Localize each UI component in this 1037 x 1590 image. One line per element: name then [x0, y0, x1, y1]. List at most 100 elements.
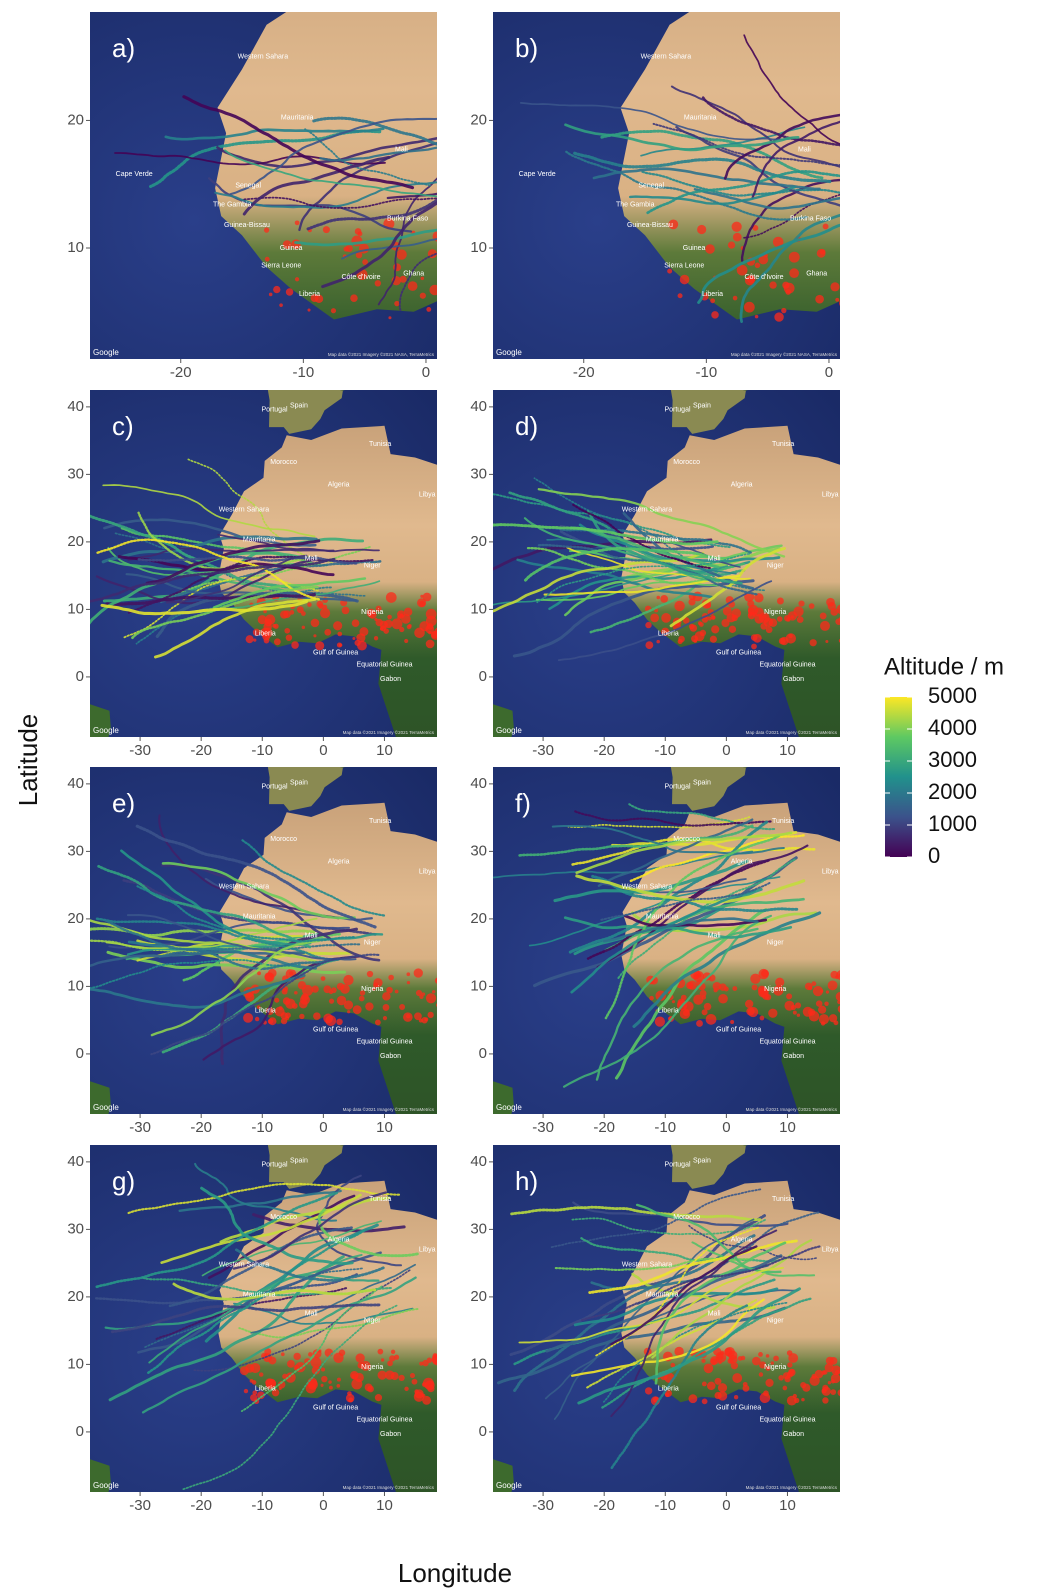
fire [924, 299, 929, 304]
fire [302, 984, 314, 996]
place-label: Algeria [731, 1236, 753, 1243]
place-label: Nigeria [764, 986, 786, 993]
y-tick-label: 40 [67, 398, 84, 415]
fire [721, 618, 730, 628]
place-label: Guinea-Bissau [224, 222, 270, 229]
fire [825, 640, 829, 644]
trajectory [321, 201, 437, 289]
land [742, 1145, 748, 1146]
fire [743, 301, 755, 313]
place-label: Niger [767, 939, 784, 946]
fire [285, 634, 293, 641]
fire [355, 251, 363, 259]
fire [333, 1352, 344, 1363]
trajectory [224, 149, 437, 198]
fire [422, 592, 432, 602]
y-tick-label: 0 [479, 1423, 487, 1440]
place-label: Niger [364, 562, 381, 569]
fire [770, 1361, 774, 1365]
fire [422, 1377, 434, 1389]
colorbar-label: 2000 [928, 779, 977, 804]
fire [256, 1005, 261, 1009]
fire [1002, 301, 1007, 306]
fire [750, 973, 761, 984]
fire [784, 615, 791, 622]
fire [1008, 227, 1014, 233]
place-label: Algeria [328, 481, 350, 488]
y-tick-label: 0 [479, 1045, 487, 1062]
place-label: Nigeria [361, 1364, 383, 1371]
place-label: Sierra Leone [261, 263, 301, 270]
place-label: Morocco [673, 1214, 700, 1221]
fire [759, 1361, 767, 1369]
trajectory [516, 824, 754, 857]
trajectory [493, 523, 719, 546]
trajectory [564, 123, 800, 152]
fire [644, 1387, 653, 1395]
place-label: Gabon [783, 676, 804, 683]
fire [762, 614, 767, 619]
trajectory [398, 252, 437, 313]
trajectory [178, 1189, 342, 1213]
trajectory [640, 170, 840, 197]
fire [310, 294, 319, 302]
fire [294, 990, 298, 995]
attribution: Google [496, 726, 522, 735]
fire [380, 1358, 385, 1362]
trajectory [571, 1217, 766, 1236]
place-label: Gulf of Guinea [716, 1404, 761, 1411]
fire [1023, 244, 1027, 248]
trajectory [182, 95, 415, 190]
fire [899, 297, 907, 305]
trajectory [126, 914, 357, 961]
fire [712, 981, 722, 991]
fire [814, 1369, 824, 1379]
fire [319, 608, 331, 619]
fire [268, 292, 273, 297]
fire [830, 1389, 837, 1395]
fire [703, 1363, 714, 1374]
fire [911, 290, 916, 295]
fire [885, 254, 893, 262]
panel-label: g) [112, 1166, 135, 1196]
fire [664, 1389, 672, 1398]
fire [415, 989, 423, 997]
fire [754, 614, 765, 624]
trajectory [100, 599, 309, 616]
trajectory [150, 953, 380, 1056]
place-label: Gabon [783, 1053, 804, 1060]
x-tick-label: 10 [376, 1497, 393, 1514]
attribution: Google [93, 1103, 119, 1112]
trajectory [562, 914, 773, 1088]
place-label: Gabon [783, 1431, 804, 1438]
fire [420, 276, 425, 281]
fire [827, 980, 838, 991]
trajectory [614, 908, 768, 1080]
fire [793, 606, 804, 617]
x-tick-label: 0 [319, 1119, 327, 1136]
trajectory [150, 939, 321, 1037]
fire [822, 1397, 829, 1404]
fire [988, 273, 992, 277]
map-credit: Map data ©2021 Imagery ©2021 TerraMetric… [746, 729, 838, 735]
fire [656, 595, 661, 600]
fire [786, 1371, 793, 1378]
place-label: Western Sahara [238, 53, 289, 60]
trajectory [739, 213, 840, 323]
fire [687, 980, 697, 990]
trajectory [564, 544, 783, 617]
trajectory [493, 850, 754, 879]
fire [390, 1349, 396, 1354]
place-label: Nigeria [764, 1364, 786, 1371]
fire [307, 602, 312, 607]
place-label: Portugal [664, 783, 691, 790]
trajectory [136, 885, 355, 943]
fire [674, 600, 685, 612]
place-label: Burkina Faso [790, 216, 831, 223]
place-label: Algeria [731, 481, 753, 488]
land [670, 767, 746, 811]
fire [645, 641, 654, 650]
x-tick-label: -10 [654, 742, 676, 759]
fire [794, 1002, 802, 1009]
fire [693, 639, 698, 643]
